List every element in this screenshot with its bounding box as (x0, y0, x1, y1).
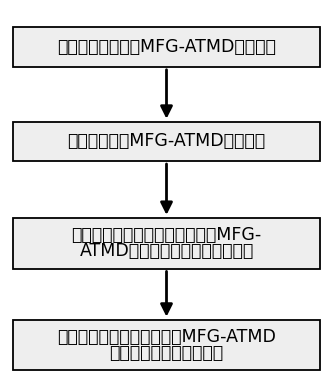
Text: 建立一个建筑结构MFG-ATMD系统模型: 建立一个建筑结构MFG-ATMD系统模型 (57, 38, 276, 56)
Text: 建立建筑结构MFG-ATMD系统方程: 建立建筑结构MFG-ATMD系统方程 (68, 132, 265, 150)
Text: 选取最优参数，设计出新型MFG-ATMD: 选取最优参数，设计出新型MFG-ATMD (57, 328, 276, 346)
Bar (13, 28, 320, 67)
Text: 运用基因遗传算法，对建筑结构MFG-: 运用基因遗传算法，对建筑结构MFG- (71, 226, 262, 244)
Text: ATMD系统振动控制进行参数优化: ATMD系统振动控制进行参数优化 (79, 242, 254, 260)
Text: 装置，进行结构振动控制: 装置，进行结构振动控制 (110, 344, 223, 362)
Bar (13, 218, 320, 268)
Bar (13, 320, 320, 370)
Bar (13, 121, 320, 161)
